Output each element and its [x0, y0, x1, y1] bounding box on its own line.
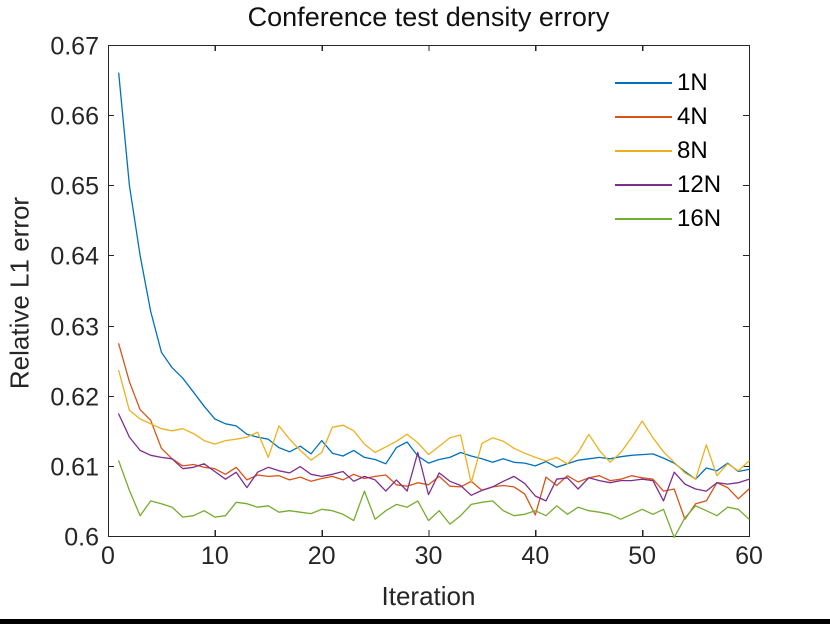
y-tick-label: 0.62 [50, 384, 99, 412]
x-tick-label: 20 [308, 542, 336, 570]
series-line-1N [118, 72, 750, 480]
series-line-16N [118, 460, 750, 539]
legend-label-8N: 8N [677, 137, 708, 164]
legend-item-12N: 12N [615, 168, 721, 202]
x-axis-label: Iteration [381, 581, 476, 611]
legend-label-4N: 4N [677, 103, 708, 130]
y-tick-label: 0.64 [50, 243, 99, 271]
series-line-8N [118, 369, 750, 484]
legend-line-8N [615, 150, 672, 152]
x-tick-label: 30 [415, 542, 443, 570]
y-tick-label: 0.65 [50, 173, 99, 201]
legend-item-16N: 16N [615, 202, 721, 236]
legend-label-12N: 12N [677, 171, 722, 198]
y-tick-label: 0.61 [50, 454, 99, 482]
legend-line-16N [615, 218, 672, 220]
legend-label-1N: 1N [677, 69, 708, 96]
x-tick-label: 0 [101, 542, 115, 570]
y-axis-label: Relative L1 error [4, 196, 35, 390]
x-tick-label: 60 [735, 542, 763, 570]
chart-title: Conference test density errory [247, 2, 610, 32]
x-tick-label: 50 [628, 542, 656, 570]
legend-label-16N: 16N [677, 205, 722, 232]
y-tick-label: 0.66 [50, 103, 99, 131]
legend-line-12N [615, 184, 672, 186]
window-border-bottom [0, 619, 830, 624]
legend-item-4N: 4N [615, 100, 721, 134]
legend: 1N 4N 8N 12N 16N [615, 66, 721, 236]
legend-line-4N [615, 116, 672, 118]
y-tick-label: 0.63 [50, 314, 99, 342]
x-tick-label: 40 [521, 542, 549, 570]
legend-item-1N: 1N [615, 66, 721, 100]
series-line-4N [118, 343, 750, 520]
legend-line-1N [615, 82, 672, 84]
x-tick-label: 10 [201, 542, 229, 570]
series-line-12N [118, 413, 750, 502]
legend-item-8N: 8N [615, 134, 721, 168]
y-tick-label: 0.67 [50, 33, 99, 61]
y-tick-label: 0.6 [64, 524, 99, 552]
